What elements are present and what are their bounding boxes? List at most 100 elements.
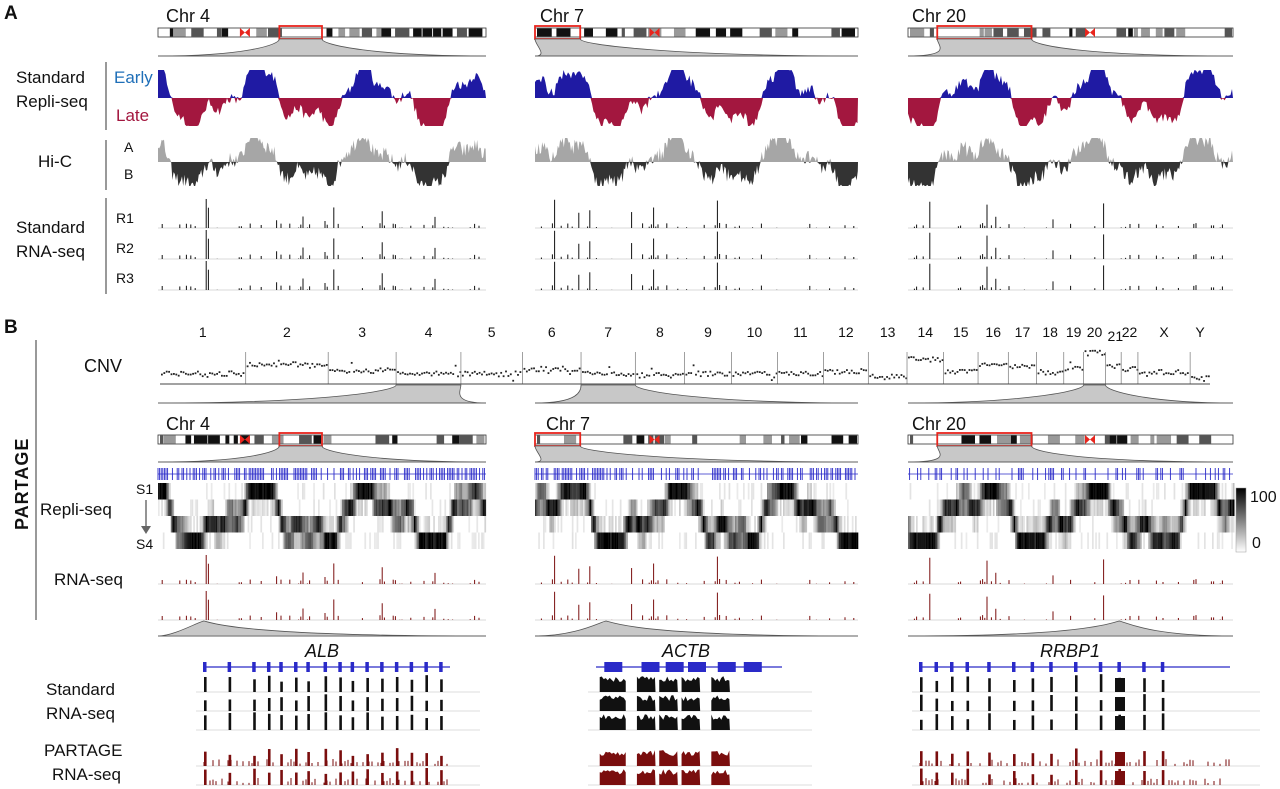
b-repli-cell [1055, 532, 1057, 549]
cnv-point [770, 379, 773, 381]
b-repli-cell [619, 532, 622, 549]
b-repli-cell [1064, 532, 1067, 549]
b-repli-cell [997, 483, 1000, 500]
b-repli-cell [1021, 516, 1024, 533]
b-repli-cell [337, 516, 339, 533]
b-repli-cell [324, 532, 327, 549]
b-repli-cell [481, 532, 483, 549]
gene-coverage-2 [1075, 675, 1078, 692]
b-repli-cell [310, 532, 312, 549]
cnv-chr-label-9: 9 [704, 324, 712, 340]
b-repli-cell [1144, 499, 1147, 516]
cnv-chr-label-16: 16 [985, 324, 1001, 340]
gene-coverage-0 [267, 675, 271, 692]
b-repli-cell [1197, 483, 1200, 500]
b-repli-cell [805, 499, 808, 516]
b-repli-cell [1015, 532, 1017, 549]
b-repli-cell [182, 532, 184, 549]
b-repli-cell [303, 483, 306, 500]
b-repli-cell [786, 483, 788, 500]
cnv-point [881, 375, 884, 378]
cnv-point [1051, 371, 1054, 374]
cnv-point [591, 373, 594, 376]
b-repli-cell [595, 516, 598, 533]
cnv-point [1005, 362, 1008, 365]
b-repli-cell [933, 532, 936, 549]
cnv-point [1108, 364, 1111, 366]
cnv-point [1011, 367, 1014, 370]
b-repli-cell [747, 516, 750, 533]
cnv-point [981, 362, 984, 365]
a-ideogram-2-band [1023, 28, 1037, 37]
b-repli-cell [712, 532, 715, 549]
cnv-point [858, 372, 860, 375]
cnv-point [1207, 375, 1210, 378]
a-ideogram-1-centromere-left [649, 28, 655, 37]
b-repli-cell [956, 483, 958, 500]
b-repli-cell [738, 532, 740, 549]
gene-coverage-2 [1031, 715, 1035, 730]
gene-coverage-2 [1099, 674, 1103, 692]
b-repli-cell [695, 483, 697, 500]
b-repli-cell [297, 516, 299, 533]
cnv-point [204, 373, 206, 376]
b-repli-cell [968, 499, 971, 516]
a-ideogram-1-band [673, 28, 686, 37]
cnv-point [728, 371, 731, 374]
a-hic-b-1 [535, 162, 858, 186]
b-repli-cell [791, 499, 793, 516]
b-repli-cell [835, 532, 838, 549]
b-repli-cell [1152, 483, 1155, 500]
b-repli-cell [557, 483, 560, 500]
b-repli-cell [1028, 516, 1030, 533]
b-repli-cell [631, 516, 633, 533]
b-repli-cell [407, 483, 410, 500]
b-repli-cell [302, 516, 304, 533]
gene-coverage-1 [711, 714, 730, 730]
b-repli-cell [374, 532, 376, 549]
a-ideogram-0-band [442, 28, 453, 37]
b-ideogram-1-centromere-left [649, 435, 655, 444]
gene-coverage-0 [425, 675, 428, 692]
b-ideogram-2-band [1075, 435, 1085, 444]
cnv-chr-label-13: 13 [879, 324, 896, 340]
b-repli-cell [425, 516, 427, 533]
gene-model-exon-0 [338, 662, 342, 672]
cnv-point [466, 371, 469, 374]
b-repli-cell [819, 516, 822, 533]
b-repli-cell [1128, 499, 1131, 516]
b-repli-cell [292, 532, 295, 549]
cnv-point [1126, 369, 1129, 372]
b-repli-cell [733, 516, 736, 533]
b-repli-cell [824, 499, 827, 516]
cnv-point [758, 371, 761, 374]
b-repli-cell [936, 499, 939, 516]
gene-model-exon-0 [306, 662, 310, 672]
b-repli-cell [266, 483, 269, 500]
b-repli-cell [818, 499, 820, 516]
cnv-point [613, 371, 616, 374]
b-repli-cell [396, 532, 399, 549]
b-repli-cell [169, 499, 171, 516]
b-repli-cell [1112, 499, 1115, 516]
cnv-point [421, 372, 423, 375]
gene-coverage-0 [267, 713, 271, 730]
b-repli-cell [658, 499, 660, 516]
cnv-point [1061, 370, 1064, 373]
a-repli-early-1 [535, 70, 858, 98]
a-ideogram-1-band [759, 28, 772, 37]
b-repli-cell [568, 483, 571, 500]
gene-coverage-1 [599, 751, 626, 766]
gene-coverage-1 [711, 769, 730, 785]
b-repli-cell [552, 516, 555, 533]
b-repli-cell [962, 483, 965, 500]
gene-coverage-0 [228, 699, 232, 711]
b-repli-cell [546, 499, 548, 516]
b-repli-cell [207, 499, 210, 516]
cnv-point [704, 370, 707, 373]
cnv-point [841, 371, 844, 374]
cnv-point [564, 368, 567, 371]
gene-model-exon-0 [424, 662, 428, 672]
cnv-point [488, 373, 491, 376]
b-repli-cell [175, 532, 178, 549]
